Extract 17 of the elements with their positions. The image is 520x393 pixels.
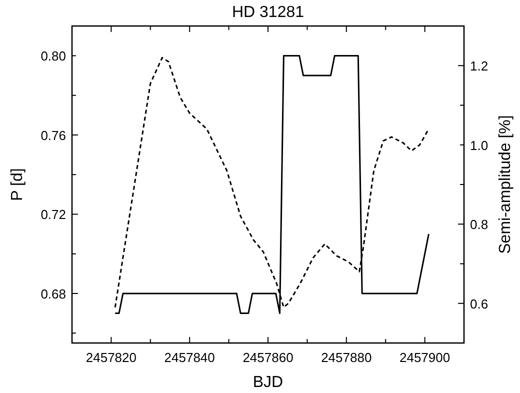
y2-axis-title: Semi-amplitude [%] <box>497 115 514 254</box>
y-tick-label: 0.80 <box>40 48 66 64</box>
x-tick-label: 2457820 <box>86 350 137 365</box>
y-tick-label: 0.68 <box>40 286 66 302</box>
chart-title: HD 31281 <box>232 4 304 21</box>
y-tick-label: 0.76 <box>40 128 66 143</box>
y2-tick-label: 1.0 <box>470 138 488 153</box>
x-axis-title: BJD <box>252 374 284 391</box>
x-tick-label: 2457840 <box>164 350 215 365</box>
x-tick-label: 2457900 <box>399 350 450 365</box>
x-tick-label: 2457860 <box>242 350 294 365</box>
y-tick-label: 0.72 <box>40 207 66 222</box>
y2-tick-label: 1.2 <box>470 58 488 74</box>
y2-tick-label: 0.8 <box>470 217 488 232</box>
x-tick-label: 2457880 <box>321 350 372 365</box>
y2-tick-label: 0.6 <box>470 296 488 312</box>
y-axis-title: P [d] <box>9 168 26 201</box>
